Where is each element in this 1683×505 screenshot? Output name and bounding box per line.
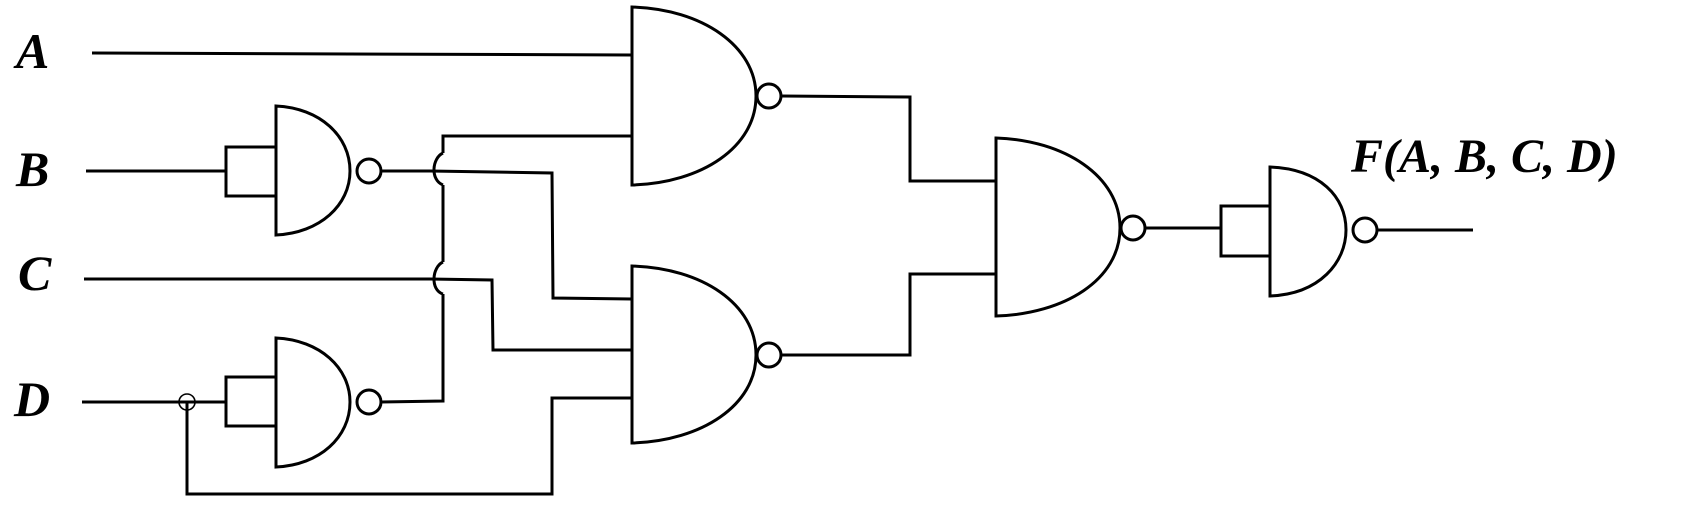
junction-d xyxy=(178,393,196,411)
input-label-d: D xyxy=(13,371,50,427)
input-label-b: B xyxy=(15,141,49,197)
nand-gate-combine xyxy=(994,136,1147,318)
nand-gate-d xyxy=(224,336,383,469)
nand-gate-top xyxy=(630,5,783,187)
output-label: F(A, B, C, D) xyxy=(1350,130,1618,183)
nand-gate-b xyxy=(224,104,383,237)
wires xyxy=(82,51,1473,496)
nand-gate-middle xyxy=(630,264,783,445)
nand-gate-output xyxy=(1219,165,1379,298)
input-label-a: A xyxy=(13,23,49,79)
input-label-c: C xyxy=(18,245,52,301)
